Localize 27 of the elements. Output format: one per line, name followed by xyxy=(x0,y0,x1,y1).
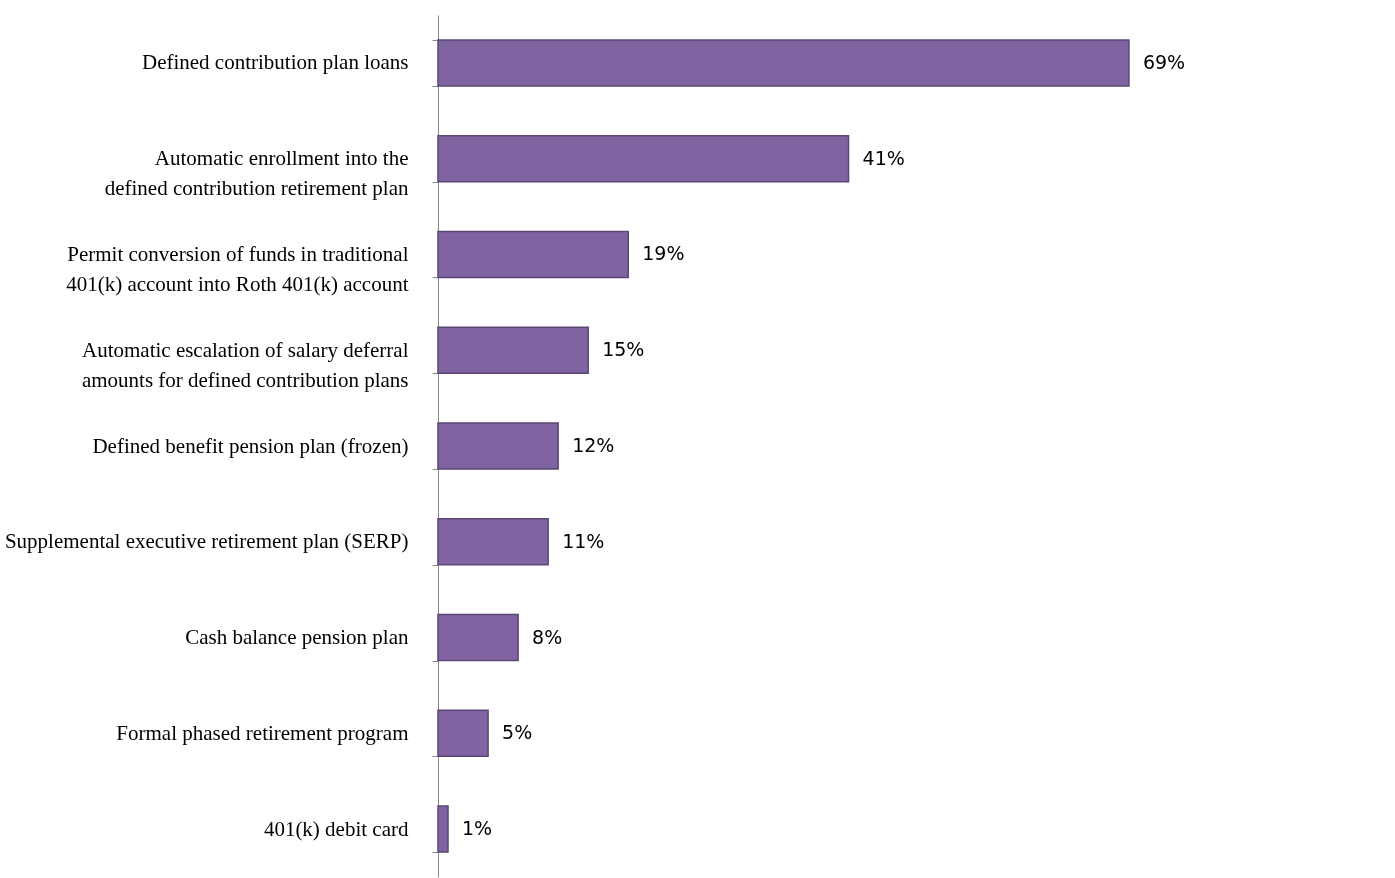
y-tick-label: Cash balance pension plan xyxy=(185,625,409,650)
bar xyxy=(437,709,489,758)
bar xyxy=(437,422,559,470)
bar xyxy=(437,39,1130,87)
y-tick-label: Supplemental executive retirement plan (SERP) xyxy=(4,529,409,554)
bar xyxy=(437,518,549,566)
y-tick-label: 401(k) debit card xyxy=(263,816,409,841)
y-tick-label: Permit conversion of funds in traditional 401(k) account into Roth 401(k) account xyxy=(66,241,409,296)
bar xyxy=(437,326,589,374)
data-label: 8% xyxy=(532,625,563,648)
data-label: 11% xyxy=(562,529,605,552)
data-label: 1% xyxy=(462,817,493,840)
bar xyxy=(437,230,629,279)
bar xyxy=(437,134,850,183)
data-label: 15% xyxy=(602,338,645,361)
bar xyxy=(437,805,449,853)
y-tick-label: Automatic escalation of salary deferral amounts for defined contribution plans xyxy=(81,337,409,392)
y-tick-label: Formal phased retirement program xyxy=(116,720,409,745)
data-label: 5% xyxy=(502,721,533,744)
bar xyxy=(437,613,519,662)
data-label: 41% xyxy=(862,146,905,169)
data-label: 19% xyxy=(642,242,685,265)
data-label: 12% xyxy=(572,434,615,456)
y-tick-label: Defined benefit pension plan (frozen) xyxy=(92,433,409,458)
y-tick-label: Automatic enrollment into the defined contribution retirement plan xyxy=(104,146,409,201)
data-label: 69% xyxy=(1142,50,1186,73)
y-tick-label: Defined contribution plan loans xyxy=(141,50,409,75)
